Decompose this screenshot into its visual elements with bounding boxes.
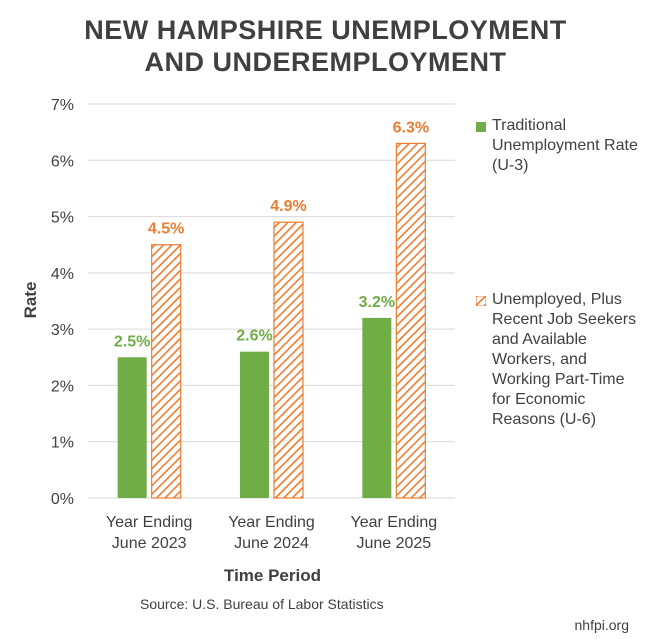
data-label-u3: 3.2% <box>359 294 395 311</box>
y-tick-label: 6% <box>51 153 74 170</box>
x-tick-label: June 2024 <box>234 535 309 552</box>
data-label-u3: 2.5% <box>114 333 150 350</box>
bar-u3 <box>117 357 147 498</box>
y-tick-label: 4% <box>51 266 74 283</box>
chart-title-line1: NEW HAMPSHIRE UNEMPLOYMENT <box>84 15 567 45</box>
chart-title-line2: AND UNDEREMPLOYMENT <box>144 47 507 77</box>
data-label-u3: 2.6% <box>236 328 272 345</box>
chart-title: NEW HAMPSHIRE UNEMPLOYMENT AND UNDEREMPL… <box>0 14 651 78</box>
x-axis-title: Time Period <box>224 566 321 585</box>
x-tick-label: Year Ending <box>228 514 315 531</box>
data-label-u6: 4.9% <box>270 198 306 215</box>
bar-u3 <box>362 317 392 498</box>
site-url: nhfpi.org <box>574 617 629 633</box>
data-label-u6: 4.5% <box>148 221 184 238</box>
legend-item-u3: Traditional Unemployment Rate (U-3) <box>476 116 642 176</box>
x-tick-label: Year Ending <box>106 514 193 531</box>
bar-u3 <box>240 351 269 498</box>
x-tick-label: June 2023 <box>112 535 187 552</box>
legend-swatch-u3 <box>476 122 486 132</box>
bar-u6 <box>273 221 304 499</box>
data-label-u6: 6.3% <box>393 119 429 136</box>
source-note: Source: U.S. Bureau of Labor Statistics <box>140 596 384 612</box>
legend-label-u6: Unemployed, Plus Recent Job Seekers and … <box>492 291 637 428</box>
x-tick-label: June 2025 <box>356 535 431 552</box>
y-tick-label: 5% <box>51 210 74 227</box>
y-tick-label: 3% <box>51 322 74 339</box>
bar-u6 <box>395 142 426 499</box>
bar-u6 <box>151 244 182 499</box>
y-axis-title: Rate <box>21 282 40 319</box>
y-tick-label: 0% <box>51 491 74 508</box>
y-tick-label: 2% <box>51 378 74 395</box>
y-tick-label: 1% <box>51 435 74 452</box>
y-tick-label: 7% <box>51 97 74 114</box>
x-tick-label: Year Ending <box>351 514 438 531</box>
legend-swatch-u6 <box>476 296 486 306</box>
legend-item-u6: Unemployed, Plus Recent Job Seekers and … <box>476 290 642 430</box>
legend-label-u3: Traditional Unemployment Rate (U-3) <box>492 117 638 174</box>
